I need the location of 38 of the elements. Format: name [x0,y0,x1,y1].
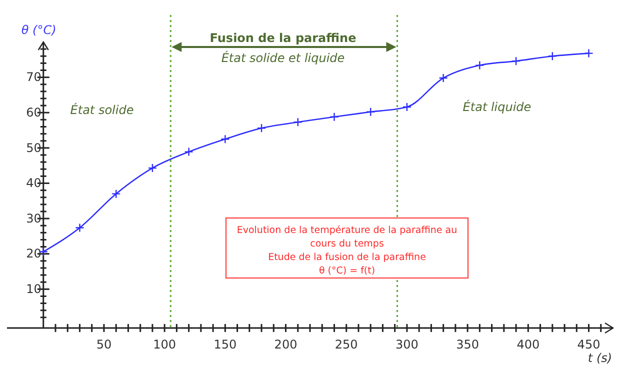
point [584,48,594,58]
point [220,134,230,144]
x-tick-label: 150 [214,338,237,352]
y-tick-label: 30 [26,211,42,226]
x-tick-label: 250 [334,338,358,352]
point [366,107,376,117]
annotation: État solide et liquide [221,50,345,65]
x-tick-label: 50 [96,338,112,352]
x-tick-label: 400 [516,338,540,352]
y-tick-label: 40 [26,176,42,190]
point [148,163,158,173]
x-tick-label: 350 [456,338,480,352]
y-tick-label: 70 [26,70,42,84]
x-tick-label: 200 [274,338,298,352]
x-tick-label: 300 [396,338,418,352]
point [111,189,121,198]
point [75,223,84,232]
point [402,102,412,112]
point [475,60,484,70]
annotation: État liquide [462,99,532,114]
point [438,73,448,83]
point [511,56,521,66]
annotation: État solide [70,102,134,117]
x-axis-title: t (s) [588,351,612,365]
y-tick-label: 20 [26,246,42,261]
x-tick-label: 100 [153,338,176,352]
y-tick-label: 60 [26,105,42,120]
annotation: Fusion de la paraffine [210,31,356,45]
x-tick-label: 450 [577,338,600,352]
point [293,118,302,127]
annotation: Evolution de la température de la paraffine au cours du temps Etude de la fusion de la paraffine θ (°C) = f(t) [236,225,458,276]
y-tick-label: 10 [26,282,42,296]
y-axis-title: θ (°C) [21,23,56,37]
y-tick-label: 50 [26,140,42,155]
point [548,52,557,61]
point [330,112,339,122]
point [256,124,266,133]
point [184,147,194,156]
